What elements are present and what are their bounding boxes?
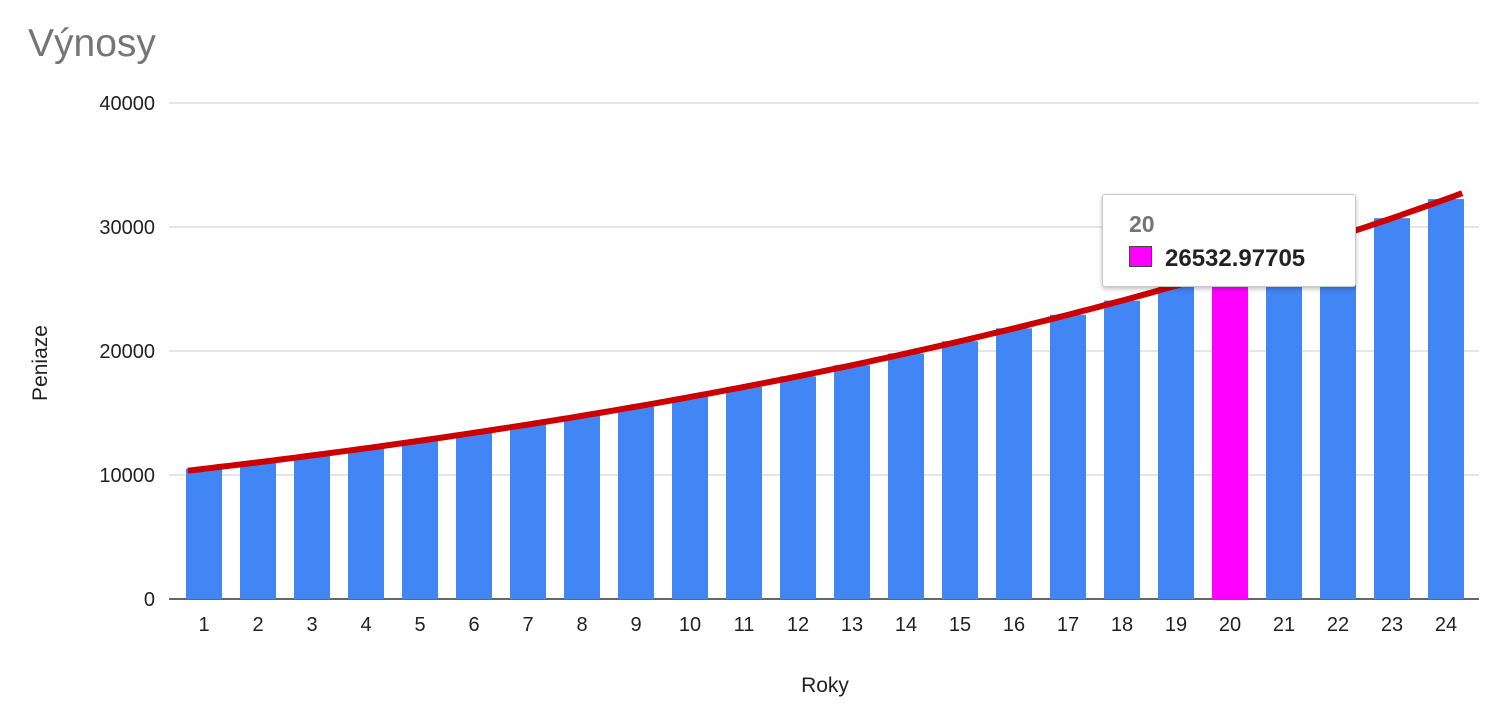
- x-tick-label: 9: [630, 614, 641, 636]
- x-tick-label: 2: [252, 614, 263, 636]
- x-tick-label: 4: [360, 614, 371, 636]
- y-axis-ticks: 0 10000 20000 30000 40000: [99, 93, 155, 611]
- bar[interactable]: [618, 406, 654, 599]
- bar[interactable]: [186, 468, 222, 599]
- gridlines: [169, 102, 1479, 600]
- x-tick-label: 14: [895, 614, 917, 636]
- x-tick-label: 21: [1273, 614, 1295, 636]
- bar[interactable]: [942, 341, 978, 599]
- bar[interactable]: [1050, 314, 1086, 599]
- x-tick-label: 20: [1219, 614, 1241, 636]
- bar[interactable]: [294, 455, 330, 599]
- bar[interactable]: [780, 376, 816, 599]
- x-tick-label: 10: [679, 614, 701, 636]
- y-axis-title: Peniaze: [29, 325, 52, 401]
- data-tooltip: 20 26532.97705: [1102, 194, 1356, 287]
- x-axis-title: Roky: [801, 674, 849, 697]
- y-tick-label: 10000: [99, 465, 155, 487]
- bar[interactable]: [348, 448, 384, 599]
- x-tick-label: 22: [1327, 614, 1349, 636]
- bar[interactable]: [834, 365, 870, 599]
- bar[interactable]: [240, 462, 276, 599]
- x-tick-label: 13: [841, 614, 863, 636]
- bar[interactable]: [1320, 236, 1356, 599]
- x-tick-label: 16: [1003, 614, 1025, 636]
- x-tick-label: 6: [468, 614, 479, 636]
- x-tick-label: 5: [414, 614, 425, 636]
- x-tick-label: 1: [198, 614, 209, 636]
- x-tick-label: 11: [734, 614, 755, 636]
- y-tick-label: 30000: [99, 217, 155, 239]
- x-tick-label: 3: [306, 614, 317, 636]
- y-tick-label: 40000: [99, 93, 155, 115]
- x-tick-label: 8: [576, 614, 587, 636]
- bars: [186, 199, 1464, 600]
- bar[interactable]: [510, 424, 546, 599]
- x-tick-label: 7: [522, 614, 533, 636]
- bar[interactable]: [1374, 218, 1410, 599]
- x-tick-label: 18: [1111, 614, 1133, 636]
- bar[interactable]: [888, 353, 924, 599]
- y-tick-label: 20000: [99, 341, 155, 363]
- bar[interactable]: [402, 440, 438, 599]
- bar[interactable]: [726, 386, 762, 599]
- x-tick-label: 24: [1435, 614, 1457, 636]
- bar[interactable]: [672, 397, 708, 599]
- bar[interactable]: [564, 415, 600, 599]
- tooltip-swatch: [1129, 246, 1152, 267]
- x-tick-label: 23: [1381, 614, 1403, 636]
- bar[interactable]: [1158, 285, 1194, 599]
- bar[interactable]: [1266, 253, 1302, 599]
- x-axis-ticks: 1 2 3 4 5 6 7 8 9 10 11 12 13 14 15 16 17 18 19 20 21 22 23 24: [198, 614, 1457, 636]
- x-tick-label: 12: [787, 614, 809, 636]
- bar[interactable]: [1428, 199, 1464, 600]
- x-tick-label: 17: [1057, 614, 1079, 636]
- tooltip-category: 20: [1129, 211, 1155, 237]
- chart-title: Výnosy: [28, 22, 156, 65]
- y-tick-label: 0: [144, 589, 155, 611]
- x-tick-label: 19: [1165, 614, 1187, 636]
- tooltip-value: 26532.97705: [1165, 245, 1306, 272]
- bar[interactable]: [1104, 300, 1140, 599]
- x-tick-label: 15: [949, 614, 971, 636]
- bar[interactable]: [996, 328, 1032, 599]
- bar-highlighted[interactable]: [1212, 269, 1248, 599]
- bar[interactable]: [456, 432, 492, 599]
